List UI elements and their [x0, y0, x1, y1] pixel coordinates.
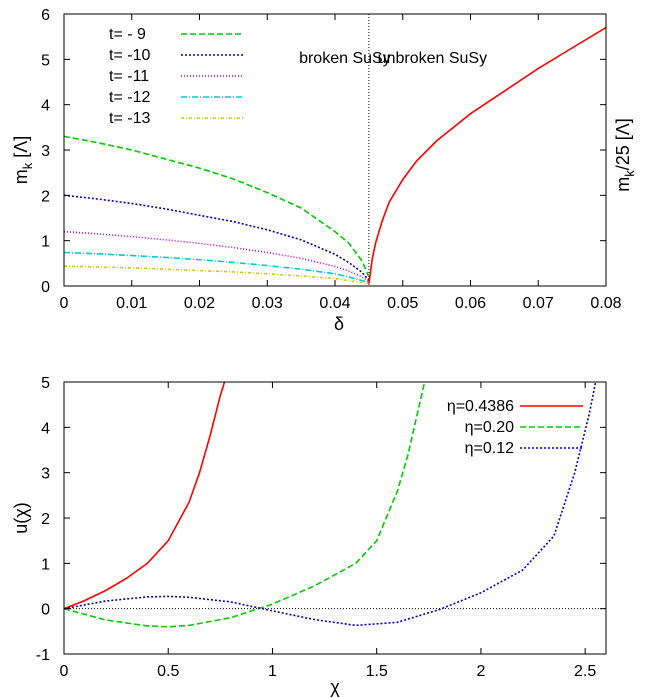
legend-label: t= - 9 — [109, 26, 146, 43]
y-axis-label-top: mk [Λ] — [11, 136, 35, 185]
series-group-top — [63, 26, 607, 285]
legend-label: t= -12 — [109, 89, 150, 106]
series-line-3 — [63, 251, 370, 284]
x-tick-label: 0.06 — [455, 295, 486, 312]
plot-frame-bottom — [63, 381, 607, 655]
legend-label: η=0.12 — [465, 440, 514, 457]
legend-label: t= -10 — [109, 47, 150, 64]
series-line-1 — [63, 381, 426, 628]
series-line-0 — [63, 135, 370, 278]
y-axis-label-bottom: u(χ) — [11, 502, 31, 533]
series-group-bottom — [63, 381, 597, 628]
y-tick-label: -1 — [36, 647, 50, 664]
x-tick-label: 0 — [60, 295, 69, 312]
x-tick-label: 2.5 — [574, 663, 596, 680]
y-tick-label: 0 — [41, 602, 50, 619]
legend-label: t= -13 — [109, 110, 150, 127]
x-axis-label-bottom: χ — [330, 677, 340, 697]
x-tick-label: 2 — [476, 663, 485, 680]
x-tick-label: 0.02 — [184, 295, 215, 312]
y-tick-label: 5 — [41, 375, 50, 392]
ticks-top: 0 0.01 0.02 0.03 0.04 0.05 0.06 0.07 0.08 0 1 2 3 4 5 6 — [41, 7, 622, 312]
y-tick-label: 2 — [41, 511, 50, 528]
chart-top: 0 0.01 0.02 0.03 0.04 0.05 0.06 0.07 0.08 0 1 2 3 4 5 6… — [11, 7, 637, 334]
y-tick-label: 6 — [41, 7, 50, 24]
legend-top: t= - 9 t= -10 t= -11 t= -12 t= -13 — [109, 26, 244, 127]
legend-label: η=0.4386 — [447, 398, 514, 415]
series-line-2 — [63, 230, 370, 283]
series-line-2 — [63, 381, 597, 627]
y-tick-label: 3 — [41, 143, 50, 160]
x-tick-label: 0.03 — [252, 295, 283, 312]
y-axis-label-right-top: mk/25 [Λ] — [613, 118, 637, 192]
x-tick-label: 1.5 — [366, 663, 388, 680]
annotation-unbroken: unbroken SuSy — [378, 50, 487, 67]
x-tick-label: 0 — [60, 663, 69, 680]
legend-label: η=0.20 — [465, 419, 514, 436]
y-tick-label: 1 — [41, 234, 50, 251]
x-tick-label: 0.5 — [157, 663, 179, 680]
ticks-bottom: 0 0.5 1 1.5 2 2.5 -1 0 1 2 3 4 5 — [36, 375, 606, 680]
x-tick-label: 0.08 — [590, 295, 621, 312]
y-tick-label: 0 — [41, 279, 50, 296]
y-tick-label: 3 — [41, 466, 50, 483]
series-line-4 — [63, 265, 370, 285]
x-tick-label: 0.01 — [116, 295, 147, 312]
legend-label: t= -11 — [109, 68, 149, 85]
y-tick-label: 2 — [41, 188, 50, 205]
series-line-1 — [63, 194, 370, 282]
y-tick-label: 4 — [41, 420, 50, 437]
x-tick-label: 1 — [268, 663, 277, 680]
x-tick-label: 0.05 — [387, 295, 418, 312]
annotation-broken: broken SuSy — [299, 50, 391, 67]
y-tick-label: 5 — [41, 52, 50, 69]
series-line-0 — [63, 381, 226, 610]
y-tick-label: 4 — [41, 98, 50, 115]
series-line-5 — [368, 26, 607, 284]
legend-bottom: η=0.4386 η=0.20 η=0.12 — [447, 398, 583, 457]
y-tick-label: 1 — [41, 556, 50, 573]
x-tick-label: 0.04 — [319, 295, 350, 312]
x-tick-label: 0.07 — [523, 295, 554, 312]
x-axis-label-top: δ — [334, 314, 344, 334]
